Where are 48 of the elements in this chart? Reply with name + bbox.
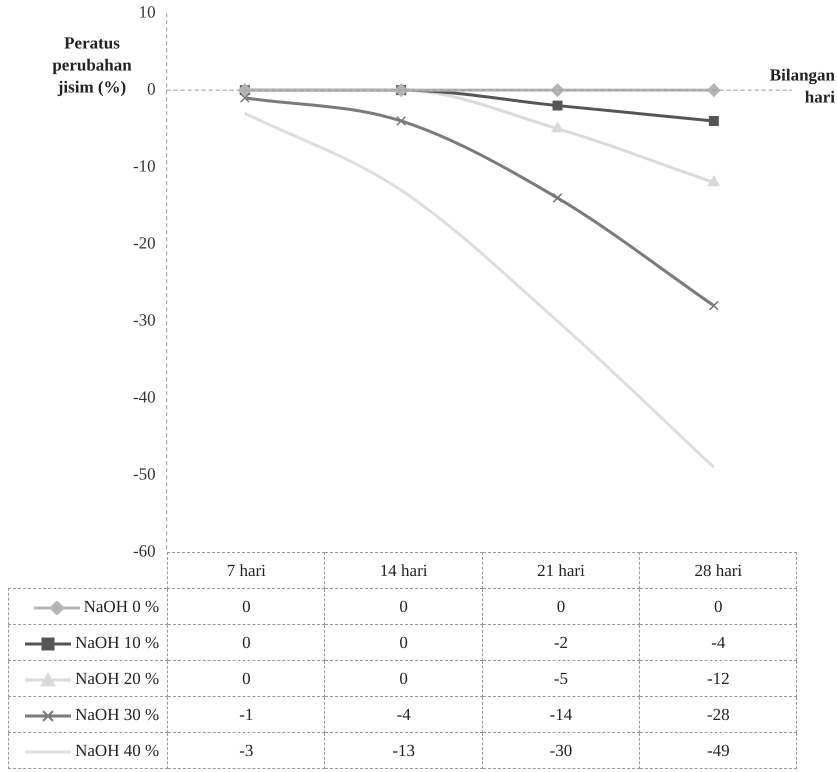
data-label: 0: [324, 624, 482, 660]
point: [707, 83, 721, 97]
line-series: [243, 112, 716, 469]
data-label: -2: [482, 624, 640, 660]
x-tick-label: 28 hari: [640, 552, 797, 588]
point: [708, 176, 720, 186]
legend-label: NaOH 20 %: [8, 660, 168, 696]
data-label: -1: [168, 696, 325, 732]
data-label: -30: [482, 732, 640, 768]
point: [552, 122, 564, 132]
data-label: 0: [324, 588, 482, 624]
point: [396, 116, 406, 126]
y-tick-label: 0: [147, 80, 156, 99]
y-tick-label: -50: [132, 464, 156, 484]
legend-label: NaOH 40 %: [8, 732, 168, 768]
data-label: 0: [168, 660, 325, 696]
x-tick-label: 14 hari: [324, 552, 482, 588]
x-tick-label: 7 hari: [168, 552, 325, 588]
y-tick-label: -20: [132, 234, 156, 253]
data-label: -13: [324, 732, 482, 768]
y-tick-label: -40: [132, 388, 156, 407]
data-label: -3: [168, 732, 325, 768]
data-label: -14: [482, 696, 640, 732]
y-axis-title: Peratus perubahan jisim (%): [52, 33, 132, 96]
y-tick-label: 10: [138, 2, 156, 22]
point: [552, 100, 562, 111]
data-label: -4: [324, 696, 482, 732]
point: [552, 192, 562, 203]
data-label: -28: [640, 696, 797, 732]
data-label: -49: [640, 732, 797, 768]
legend-label: NaOH 30 %: [8, 696, 168, 732]
data-label: -4: [640, 624, 797, 660]
data-label: 0: [640, 588, 797, 624]
x-axis-title: Bilangan hari: [770, 66, 836, 107]
y-tick-label: -10: [132, 156, 156, 176]
x-tick-label: 21 hari: [482, 552, 640, 588]
y-tick-label: -30: [132, 310, 156, 330]
data-label: -5: [482, 660, 640, 696]
point: [708, 300, 719, 311]
data-label: 0: [324, 660, 482, 696]
legend-label: NaOH 10 %: [8, 624, 168, 660]
data-label: 0: [168, 588, 325, 624]
data-label: -12: [640, 660, 797, 696]
legend-label: NaOH 0 %: [8, 588, 168, 624]
point: [708, 116, 719, 126]
data-label: 0: [168, 624, 325, 660]
y-tick-label: -60: [132, 541, 156, 560]
data-label: 0: [482, 588, 640, 624]
